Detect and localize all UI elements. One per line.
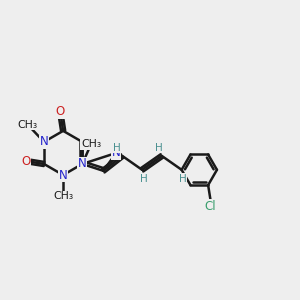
Text: CH₃: CH₃ <box>18 120 38 130</box>
Text: O: O <box>21 154 30 167</box>
Text: N: N <box>40 135 48 148</box>
Text: H: H <box>155 143 163 153</box>
Text: Cl: Cl <box>205 200 216 213</box>
Text: H: H <box>113 143 121 153</box>
Text: CH₃: CH₃ <box>53 191 73 201</box>
Text: O: O <box>56 105 65 118</box>
Text: N: N <box>59 169 68 182</box>
Text: CH₃: CH₃ <box>81 139 101 149</box>
Text: H: H <box>179 174 187 184</box>
Text: N: N <box>112 146 121 159</box>
Text: N: N <box>78 158 87 170</box>
Text: H: H <box>140 174 147 184</box>
